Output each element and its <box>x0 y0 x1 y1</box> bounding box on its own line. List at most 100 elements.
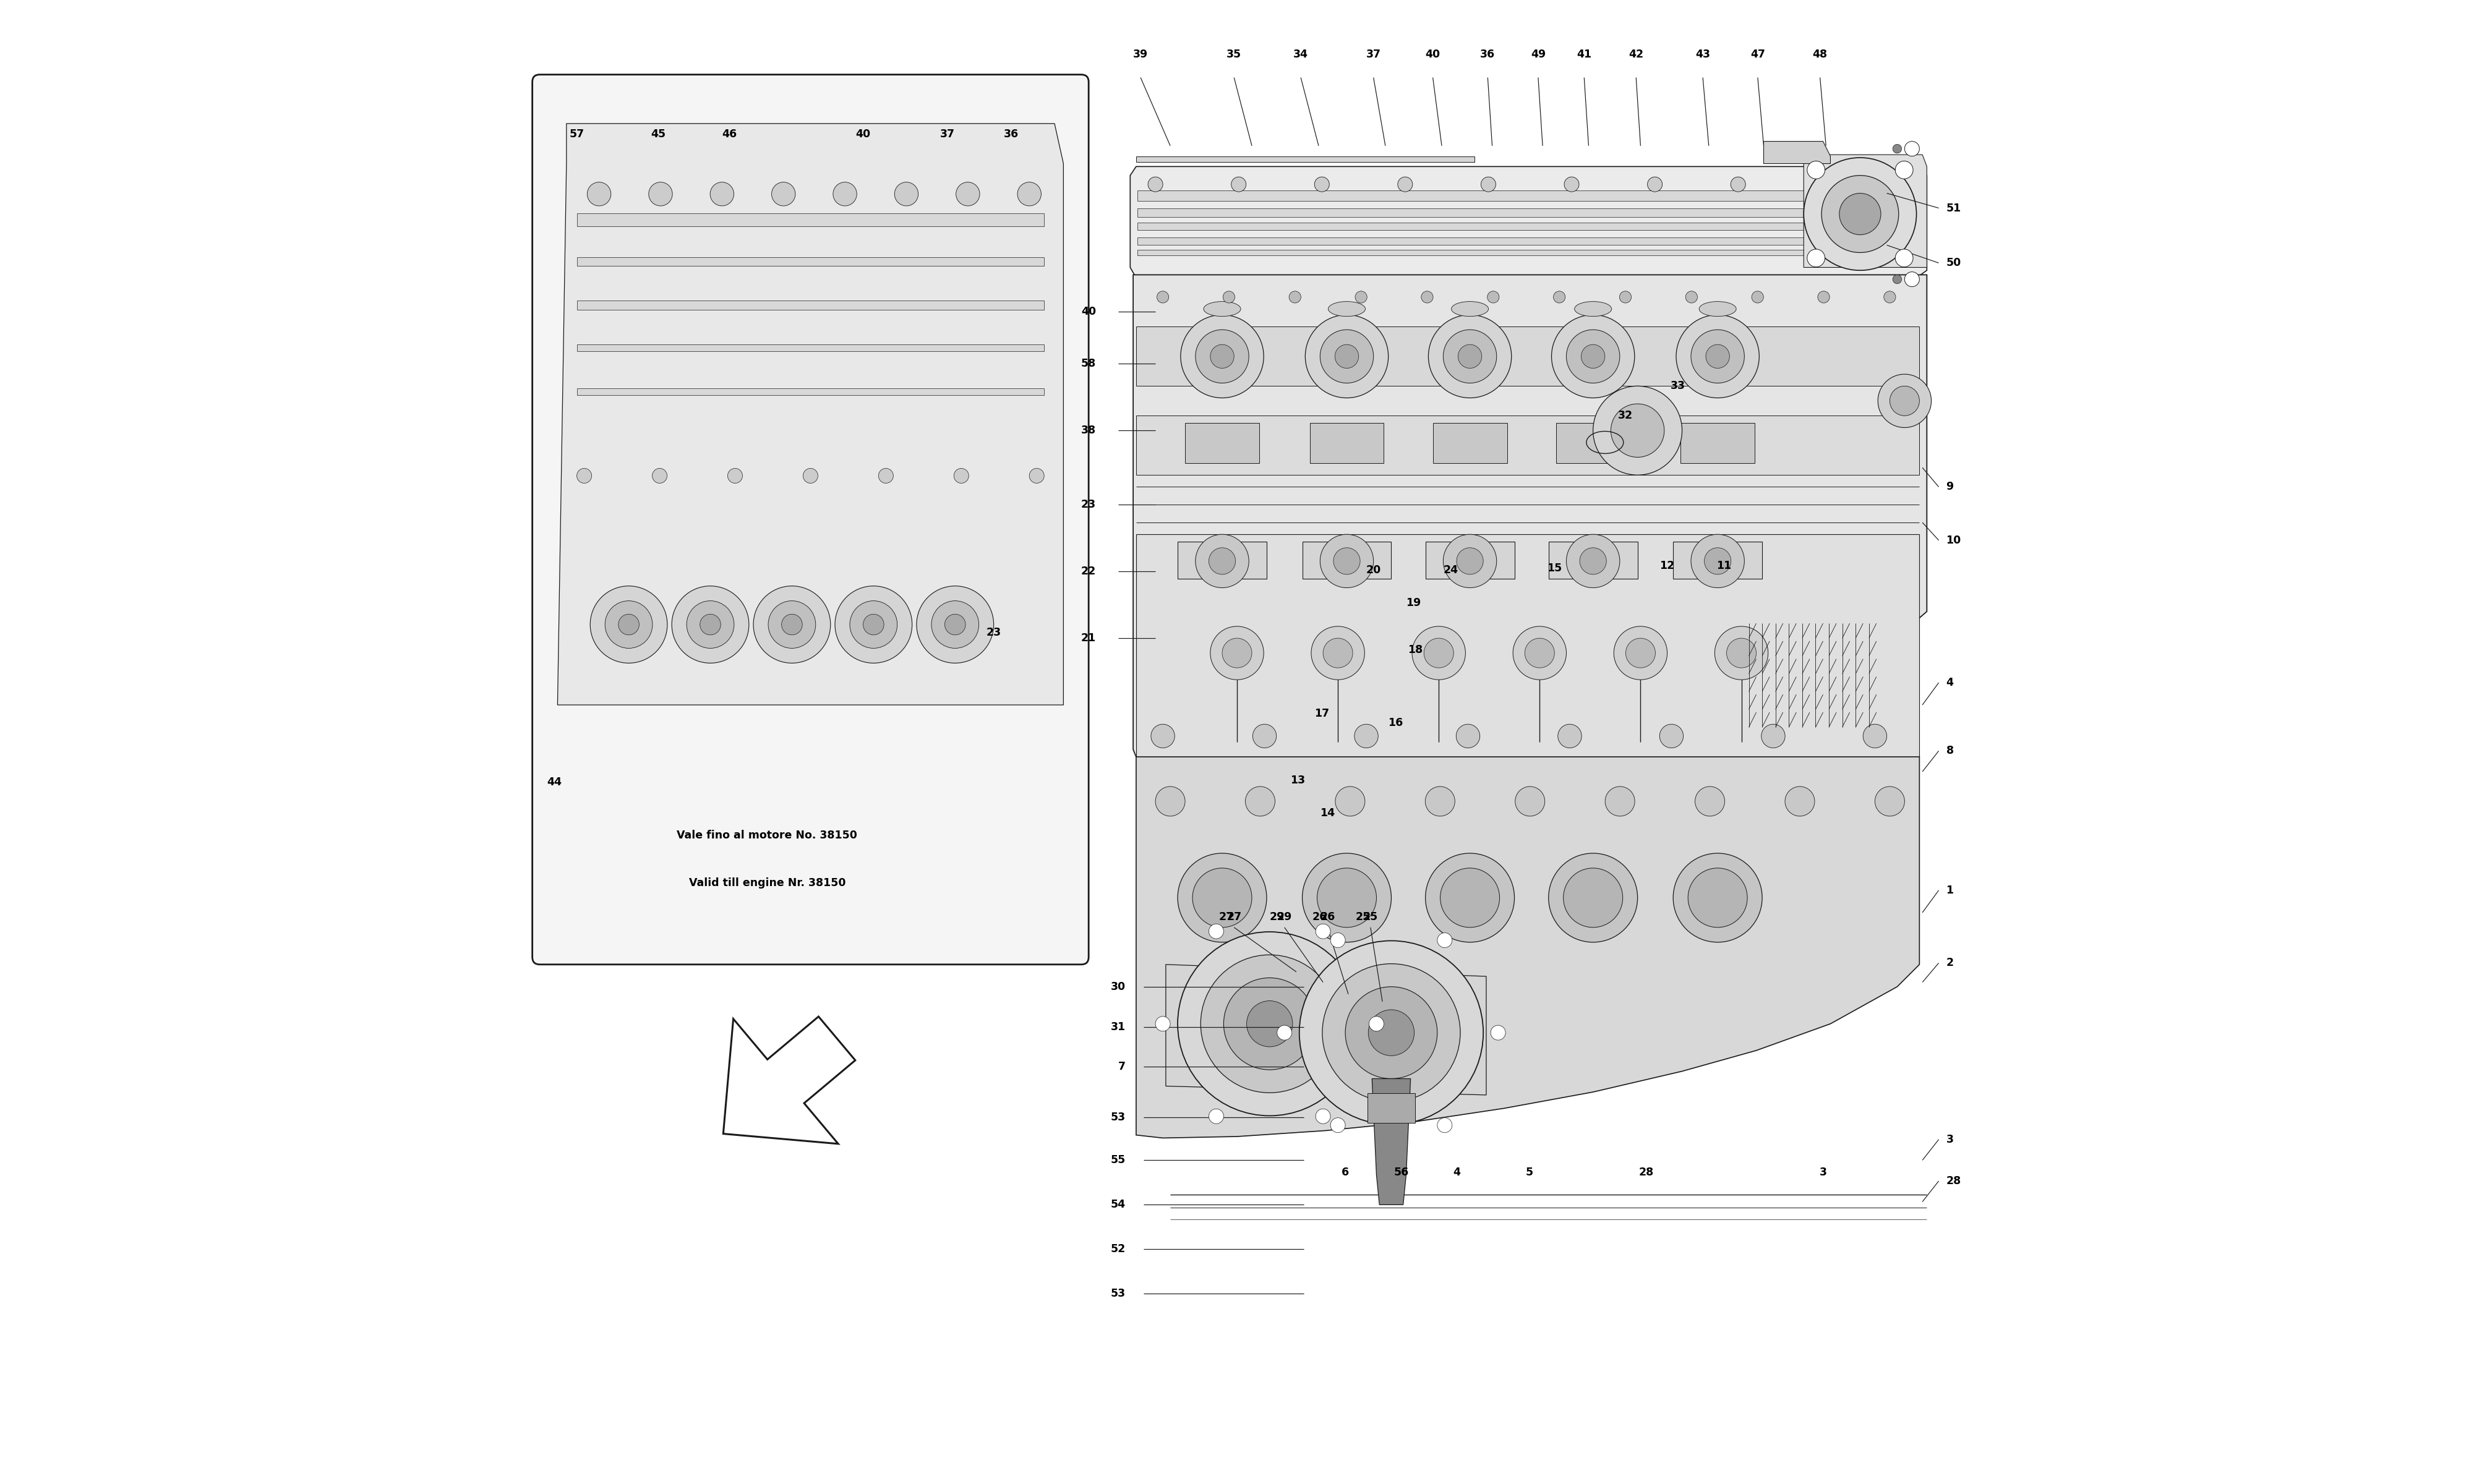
Polygon shape <box>576 301 1044 310</box>
Circle shape <box>1905 141 1920 156</box>
Circle shape <box>1625 638 1655 668</box>
Circle shape <box>1346 987 1437 1079</box>
Circle shape <box>1551 315 1635 398</box>
Polygon shape <box>1549 542 1638 579</box>
Text: 42: 42 <box>1628 49 1643 59</box>
Circle shape <box>1316 1109 1331 1123</box>
Circle shape <box>1210 626 1264 680</box>
Text: 27: 27 <box>1227 911 1242 923</box>
Circle shape <box>1593 386 1682 475</box>
Circle shape <box>1210 548 1235 574</box>
Text: 11: 11 <box>1717 559 1732 571</box>
FancyBboxPatch shape <box>532 74 1089 965</box>
Circle shape <box>1306 315 1388 398</box>
Circle shape <box>1606 787 1635 816</box>
Circle shape <box>1225 978 1316 1070</box>
Circle shape <box>1029 469 1044 484</box>
Circle shape <box>1875 787 1905 816</box>
Circle shape <box>1492 1025 1507 1040</box>
Circle shape <box>1514 787 1544 816</box>
Text: 8: 8 <box>1947 745 1954 757</box>
Circle shape <box>1210 925 1225 939</box>
Polygon shape <box>1138 190 1920 200</box>
Text: 13: 13 <box>1291 775 1306 787</box>
Circle shape <box>1566 329 1620 383</box>
Circle shape <box>1714 626 1769 680</box>
Text: 29: 29 <box>1269 911 1284 923</box>
Text: 55: 55 <box>1111 1155 1126 1166</box>
Polygon shape <box>1138 208 1920 217</box>
Text: 47: 47 <box>1749 49 1764 59</box>
Polygon shape <box>1672 542 1761 579</box>
Circle shape <box>863 614 883 635</box>
Circle shape <box>1321 329 1373 383</box>
Text: 23: 23 <box>1081 499 1096 510</box>
Circle shape <box>930 601 980 649</box>
Text: 38: 38 <box>1081 424 1096 436</box>
Polygon shape <box>1804 154 1927 267</box>
Circle shape <box>1155 1017 1170 1031</box>
Text: 39: 39 <box>1133 49 1148 59</box>
Circle shape <box>1178 853 1267 942</box>
Text: 6: 6 <box>1341 1166 1348 1178</box>
Circle shape <box>755 586 831 663</box>
Circle shape <box>1150 724 1175 748</box>
Text: 1: 1 <box>1947 884 1954 896</box>
Text: 41: 41 <box>1576 49 1591 59</box>
Circle shape <box>1442 329 1497 383</box>
Text: 24: 24 <box>1442 564 1457 576</box>
Text: 30: 30 <box>1111 981 1126 993</box>
Circle shape <box>1321 963 1460 1101</box>
Circle shape <box>1821 175 1898 252</box>
Circle shape <box>1863 724 1888 748</box>
Text: 32: 32 <box>1618 410 1633 421</box>
Polygon shape <box>1138 223 1920 230</box>
Circle shape <box>1564 177 1578 191</box>
Circle shape <box>1299 941 1484 1125</box>
Text: Valid till engine Nr. 38150: Valid till engine Nr. 38150 <box>688 877 846 889</box>
Circle shape <box>1289 291 1301 303</box>
Circle shape <box>1878 374 1932 427</box>
Circle shape <box>849 601 898 649</box>
Text: 54: 54 <box>1111 1199 1126 1211</box>
Circle shape <box>1321 534 1373 588</box>
Circle shape <box>1705 344 1729 368</box>
Circle shape <box>1893 275 1903 283</box>
Text: 19: 19 <box>1405 597 1420 608</box>
Text: 23: 23 <box>987 626 1002 638</box>
Text: 53: 53 <box>1111 1112 1126 1123</box>
Circle shape <box>1442 534 1497 588</box>
Polygon shape <box>557 123 1064 705</box>
Circle shape <box>710 183 735 206</box>
Ellipse shape <box>1573 301 1611 316</box>
Text: 29: 29 <box>1277 911 1291 923</box>
Text: 7: 7 <box>1118 1061 1126 1073</box>
Text: 28: 28 <box>1638 1166 1655 1178</box>
Circle shape <box>1620 291 1630 303</box>
Polygon shape <box>1309 423 1383 463</box>
Circle shape <box>1898 177 1912 191</box>
Text: 44: 44 <box>547 776 562 788</box>
Polygon shape <box>576 389 1044 395</box>
Text: 35: 35 <box>1227 49 1242 59</box>
Circle shape <box>1581 344 1606 368</box>
Circle shape <box>1806 249 1826 267</box>
Circle shape <box>1222 638 1252 668</box>
Circle shape <box>1895 162 1912 180</box>
Circle shape <box>1813 177 1828 191</box>
Circle shape <box>1613 626 1667 680</box>
Circle shape <box>1893 144 1903 153</box>
Circle shape <box>1368 1009 1415 1055</box>
Circle shape <box>1457 548 1484 574</box>
Circle shape <box>1581 548 1606 574</box>
Polygon shape <box>1138 237 1920 245</box>
Circle shape <box>1210 1109 1225 1123</box>
Circle shape <box>1806 162 1826 180</box>
Polygon shape <box>576 257 1044 266</box>
Circle shape <box>1195 534 1249 588</box>
Circle shape <box>1158 291 1168 303</box>
Polygon shape <box>1136 534 1920 757</box>
Circle shape <box>896 183 918 206</box>
Circle shape <box>1301 853 1390 942</box>
Circle shape <box>878 469 893 484</box>
